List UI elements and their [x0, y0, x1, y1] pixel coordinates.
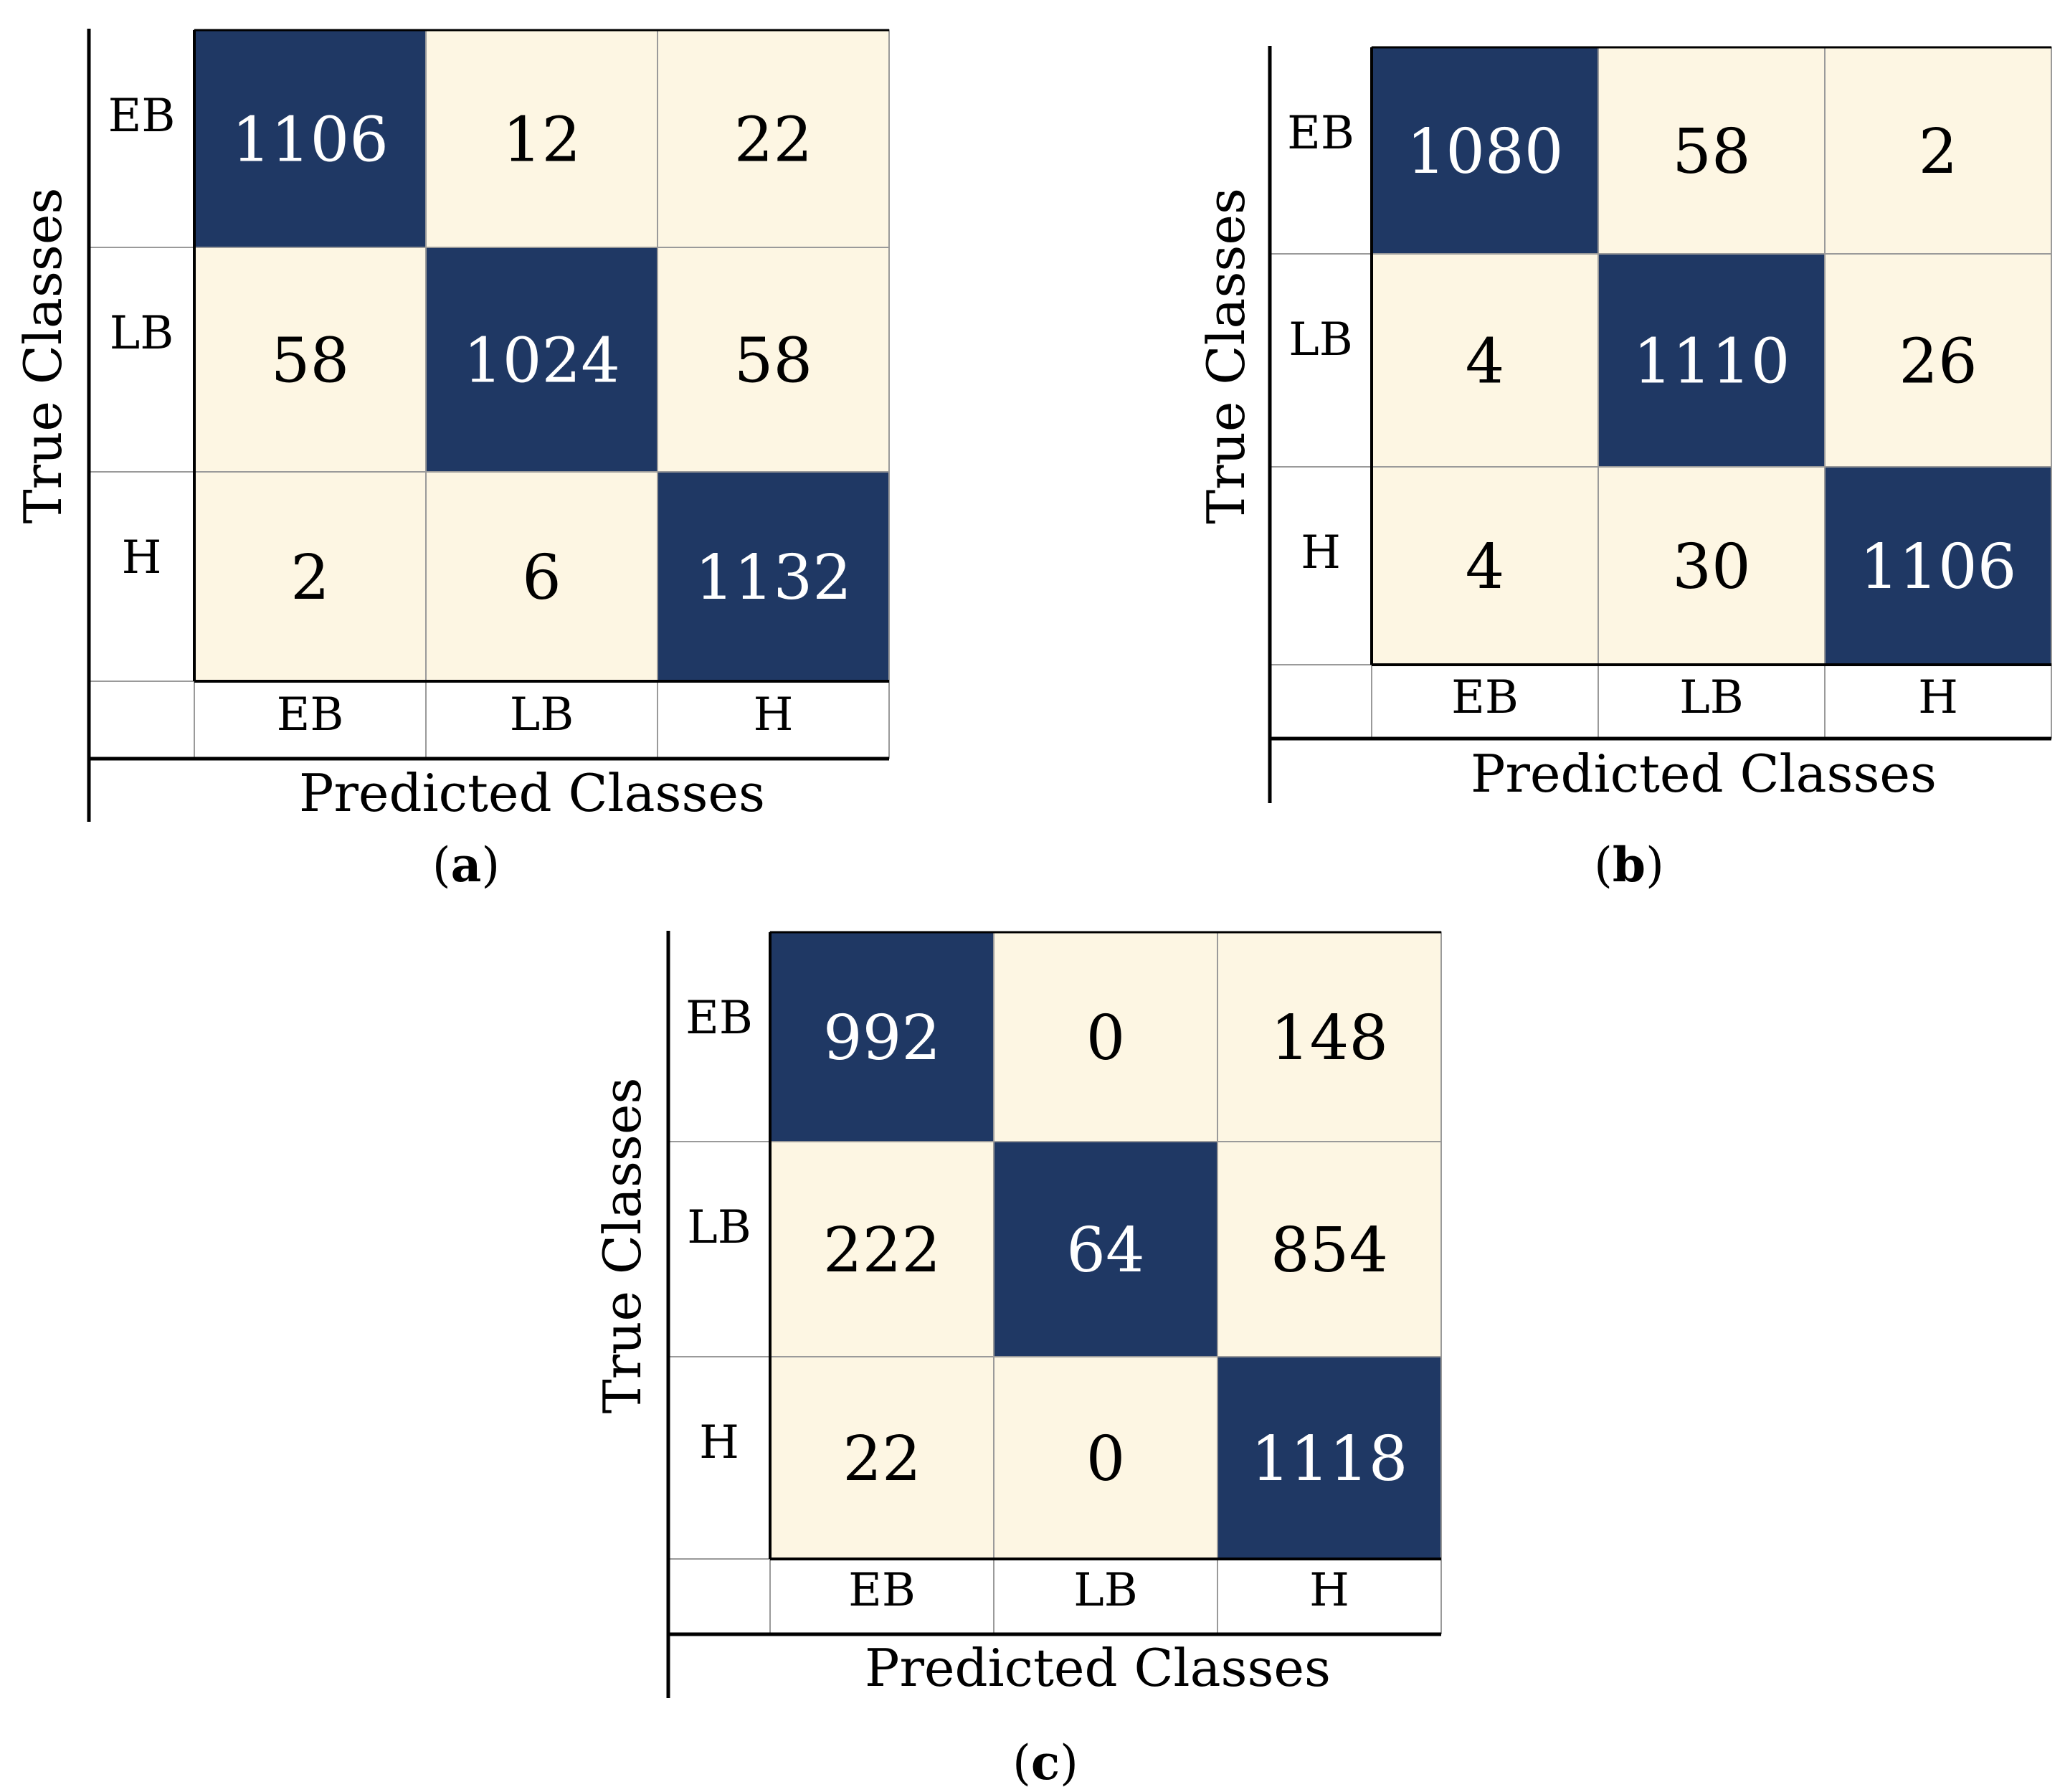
- matrix-cell: [993, 1141, 1218, 1357]
- row-tick-label: EB: [1287, 107, 1354, 160]
- matrix-cell: [425, 29, 658, 248]
- x-axis-title: Predicted Classes: [865, 1638, 1331, 1698]
- x-axis-title: Predicted Classes: [299, 763, 765, 823]
- row-tick-label: EB: [685, 992, 753, 1045]
- matrix-cell: [1598, 466, 1826, 665]
- cell-value: 2: [1919, 116, 1958, 188]
- cell-value: 22: [842, 1423, 921, 1495]
- matrix-cell: [1824, 47, 2052, 255]
- row-tick-label: LB: [687, 1201, 751, 1254]
- column-tick-label: EB: [277, 688, 344, 741]
- cell-value: 2: [290, 542, 330, 614]
- cell-value: 1080: [1407, 116, 1564, 188]
- cell-value: 26: [1899, 326, 1977, 398]
- cell-value: 0: [1086, 1002, 1126, 1074]
- column-tick-label: H: [1309, 1564, 1349, 1617]
- cell-value: 22: [734, 105, 812, 176]
- row-tick-label: H: [699, 1416, 739, 1469]
- matrix-cell: [769, 931, 994, 1142]
- cell-value: 12: [503, 105, 581, 176]
- column-tick-label: H: [754, 688, 794, 741]
- row-tick-label: LB: [110, 307, 174, 360]
- cell-value: 1106: [232, 105, 389, 176]
- column-tick-label: LB: [1073, 1564, 1138, 1617]
- matrix-cell: [1217, 1141, 1442, 1357]
- panel-label: (a): [432, 837, 500, 893]
- matrix-cell: [425, 471, 658, 682]
- cell-value: 58: [734, 326, 812, 397]
- cell-value: 58: [1672, 116, 1750, 188]
- x-axis-title: Predicted Classes: [1471, 744, 1937, 804]
- column-tick-label: EB: [1451, 671, 1519, 724]
- matrix-cell: [1824, 253, 2052, 468]
- cell-value: 992: [823, 1002, 941, 1074]
- row-tick-label: EB: [108, 90, 176, 143]
- matrix-cell: [657, 29, 890, 248]
- confusion-matrix-b: 1080 58 2 4 1110 26 4 30 1106 EB LB H EB LB H Predicted…: [1196, 46, 2052, 893]
- cell-value: 30: [1672, 531, 1750, 603]
- row-tick-label: LB: [1288, 313, 1353, 366]
- cell-value: 854: [1271, 1215, 1388, 1286]
- cell-value: 1118: [1251, 1423, 1408, 1495]
- panel-label: (c): [1012, 1735, 1078, 1791]
- row-tick-label: H: [122, 531, 162, 584]
- confusion-matrix-a: 1106 12 22 58 1024 58 2 6 1132 EB LB H EB LB H Predicte…: [13, 29, 890, 893]
- matrix-cell: [1824, 466, 2052, 665]
- matrix-cell: [657, 471, 890, 682]
- matrix-cell: [1598, 47, 1826, 255]
- column-tick-label: EB: [848, 1564, 916, 1617]
- y-axis-title: True Classes: [13, 188, 73, 524]
- matrix-cell: [194, 471, 427, 682]
- row-tick-label: H: [1301, 526, 1341, 579]
- cell-value: 4: [1466, 531, 1505, 603]
- matrix-cell: [1371, 47, 1599, 255]
- column-tick-label: LB: [510, 688, 574, 741]
- cell-value: 1132: [695, 542, 852, 614]
- matrix-cell: [194, 247, 427, 473]
- matrix-cell: [425, 247, 658, 473]
- matrix-cell: [657, 247, 890, 473]
- matrix-cell: [1598, 253, 1826, 468]
- cell-value: 1106: [1860, 531, 2017, 603]
- column-tick-label: LB: [1679, 671, 1744, 724]
- cell-value: 6: [522, 542, 561, 614]
- panel-label: (b): [1594, 837, 1664, 893]
- matrix-cell: [769, 1141, 994, 1357]
- cell-value: 64: [1066, 1215, 1144, 1286]
- cell-value: 0: [1086, 1423, 1126, 1495]
- cell-value: 1110: [1633, 326, 1790, 398]
- cell-value: 58: [271, 326, 349, 397]
- y-axis-title: True Classes: [592, 1078, 652, 1414]
- column-tick-label: H: [1918, 671, 1958, 724]
- cell-value: 1024: [463, 326, 620, 397]
- matrix-cell: [1217, 931, 1442, 1142]
- matrix-cell: [993, 931, 1218, 1142]
- cell-value: 4: [1466, 326, 1505, 398]
- confusion-matrix-c: 992 0 148 222 64 854 22 0 1118 EB LB H EB LB H Predicte…: [592, 931, 1442, 1791]
- y-axis-title: True Classes: [1196, 188, 1256, 524]
- cell-value: 148: [1271, 1002, 1388, 1074]
- cell-value: 222: [823, 1215, 941, 1286]
